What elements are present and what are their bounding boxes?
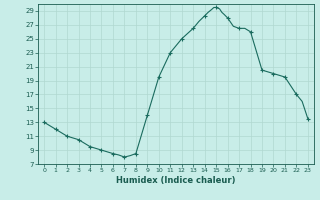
- X-axis label: Humidex (Indice chaleur): Humidex (Indice chaleur): [116, 176, 236, 185]
